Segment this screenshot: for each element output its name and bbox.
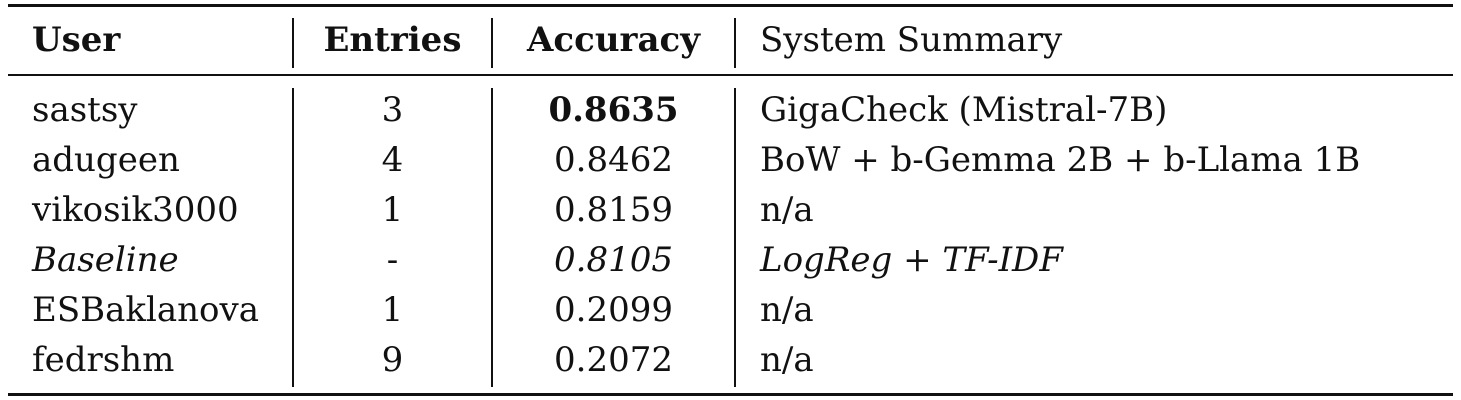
cell-entries: 3 [381,90,404,130]
cell-accuracy: 0.8105 [554,240,673,280]
cell-entries: - [386,240,399,280]
cell-system: n/a [760,290,814,330]
cell-system: n/a [760,190,814,230]
column-divider [491,88,493,387]
cell-user: adugeen [32,140,180,180]
cell-user: ESBaklanova [32,290,259,330]
cell-entries: 9 [381,340,404,380]
cell-accuracy: 0.2072 [554,340,673,380]
cell-user: sastsy [32,90,138,130]
header-user: User [32,20,121,60]
cell-user: Baseline [32,240,179,280]
header-rule [8,74,1453,76]
cell-entries: 4 [381,140,404,180]
cell-accuracy: 0.2099 [554,290,673,330]
cell-user: fedrshm [32,340,175,380]
cell-accuracy: 0.8159 [554,190,673,230]
column-divider [734,18,736,68]
cell-system: n/a [760,340,814,380]
cell-entries: 1 [381,290,404,330]
cell-system: GigaCheck (Mistral-7B) [760,90,1168,130]
cell-system: LogReg + TF-IDF [760,240,1063,280]
results-table: User Entries Accuracy System Summary sas… [8,0,1453,400]
column-divider [734,88,736,387]
cell-accuracy: 0.8462 [554,140,673,180]
top-rule [8,4,1453,7]
column-divider [491,18,493,68]
header-accuracy: Accuracy [527,20,700,60]
header-system-summary: System Summary [760,20,1063,60]
cell-entries: 1 [381,190,404,230]
cell-system: BoW + b-Gemma 2B + b-Llama 1B [760,140,1361,180]
header-entries: Entries [323,20,462,60]
bottom-rule [8,393,1453,396]
cell-accuracy: 0.8635 [548,90,679,130]
column-divider [292,88,294,387]
column-divider [292,18,294,68]
cell-user: vikosik3000 [32,190,239,230]
